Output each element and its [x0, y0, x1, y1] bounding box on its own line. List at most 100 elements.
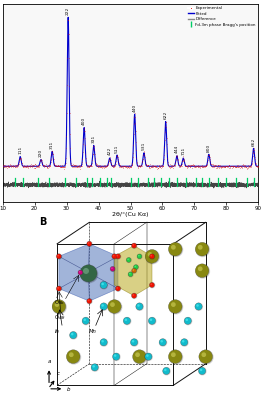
- Circle shape: [52, 300, 66, 313]
- Circle shape: [125, 318, 127, 321]
- Circle shape: [134, 265, 138, 270]
- Circle shape: [181, 339, 188, 346]
- Text: Mn: Mn: [89, 329, 97, 334]
- Text: 711: 711: [181, 147, 185, 156]
- Circle shape: [124, 318, 131, 325]
- Circle shape: [185, 318, 192, 325]
- Circle shape: [115, 286, 121, 291]
- Circle shape: [100, 339, 107, 346]
- Circle shape: [199, 350, 213, 364]
- Circle shape: [110, 266, 115, 271]
- Circle shape: [101, 304, 104, 307]
- Circle shape: [137, 304, 140, 307]
- Circle shape: [66, 350, 80, 364]
- Circle shape: [133, 269, 134, 271]
- Circle shape: [78, 270, 83, 275]
- Circle shape: [115, 254, 121, 259]
- Circle shape: [69, 352, 74, 357]
- Circle shape: [159, 339, 166, 346]
- Circle shape: [110, 267, 115, 271]
- Circle shape: [184, 317, 191, 324]
- Circle shape: [56, 254, 61, 259]
- Circle shape: [123, 317, 130, 324]
- Circle shape: [87, 242, 92, 246]
- Text: 622: 622: [164, 111, 168, 119]
- Circle shape: [127, 258, 129, 260]
- Circle shape: [150, 282, 155, 288]
- Circle shape: [126, 258, 131, 262]
- Circle shape: [136, 303, 143, 310]
- Circle shape: [134, 266, 136, 267]
- Circle shape: [198, 245, 203, 250]
- Circle shape: [148, 252, 152, 257]
- Circle shape: [101, 340, 104, 342]
- Circle shape: [145, 250, 159, 263]
- Text: A: A: [0, 0, 8, 2]
- Text: 422: 422: [108, 147, 112, 156]
- Circle shape: [169, 350, 183, 364]
- Circle shape: [196, 243, 210, 256]
- Circle shape: [133, 350, 146, 364]
- Circle shape: [128, 272, 133, 277]
- Text: b: b: [67, 387, 70, 392]
- Polygon shape: [114, 246, 152, 296]
- Circle shape: [88, 242, 90, 244]
- Circle shape: [55, 302, 59, 307]
- Circle shape: [81, 266, 98, 283]
- Text: 511: 511: [115, 144, 119, 152]
- Circle shape: [112, 254, 117, 259]
- Circle shape: [92, 365, 95, 368]
- Circle shape: [110, 302, 115, 307]
- Legend: Experimental, Fitted, Difference, Fd-3m phase Bragg's position: Experimental, Fitted, Difference, Fd-3m …: [186, 5, 258, 28]
- X-axis label: 2θ/°(Cu Kα): 2θ/°(Cu Kα): [112, 212, 149, 218]
- Circle shape: [136, 303, 143, 310]
- Circle shape: [71, 333, 73, 335]
- Circle shape: [132, 268, 137, 273]
- Circle shape: [112, 353, 120, 360]
- Circle shape: [112, 254, 117, 259]
- Circle shape: [195, 303, 202, 310]
- Circle shape: [91, 364, 99, 371]
- Circle shape: [171, 352, 176, 357]
- Circle shape: [199, 368, 206, 375]
- Circle shape: [161, 340, 163, 342]
- Circle shape: [116, 254, 121, 259]
- Text: 531: 531: [142, 142, 146, 150]
- Text: a: a: [47, 359, 51, 364]
- Circle shape: [145, 353, 152, 360]
- Circle shape: [100, 282, 107, 288]
- Circle shape: [150, 254, 155, 259]
- Circle shape: [159, 339, 167, 346]
- Circle shape: [116, 287, 118, 289]
- Text: 220: 220: [39, 149, 43, 157]
- Text: 400: 400: [82, 117, 86, 125]
- Circle shape: [150, 284, 152, 285]
- Circle shape: [195, 303, 202, 310]
- Circle shape: [100, 303, 108, 310]
- Text: 222: 222: [66, 6, 70, 15]
- Circle shape: [195, 242, 209, 256]
- Circle shape: [169, 243, 183, 256]
- Polygon shape: [59, 244, 118, 301]
- Circle shape: [132, 293, 137, 298]
- Text: 331: 331: [92, 134, 96, 143]
- Circle shape: [171, 245, 176, 250]
- Circle shape: [91, 364, 98, 371]
- Circle shape: [163, 367, 170, 374]
- Circle shape: [78, 270, 83, 275]
- Circle shape: [145, 353, 152, 360]
- Circle shape: [132, 340, 134, 342]
- Circle shape: [83, 268, 89, 274]
- Circle shape: [146, 250, 159, 264]
- Text: c: c: [57, 371, 60, 376]
- Circle shape: [108, 300, 122, 314]
- Circle shape: [149, 317, 156, 324]
- Circle shape: [53, 300, 66, 314]
- Text: B: B: [39, 217, 46, 227]
- Circle shape: [168, 300, 182, 313]
- Text: $\mathregular{O_{48f}}$: $\mathregular{O_{48f}}$: [54, 313, 67, 322]
- Circle shape: [196, 264, 210, 278]
- Circle shape: [169, 300, 183, 314]
- Circle shape: [137, 254, 142, 259]
- Circle shape: [67, 350, 81, 364]
